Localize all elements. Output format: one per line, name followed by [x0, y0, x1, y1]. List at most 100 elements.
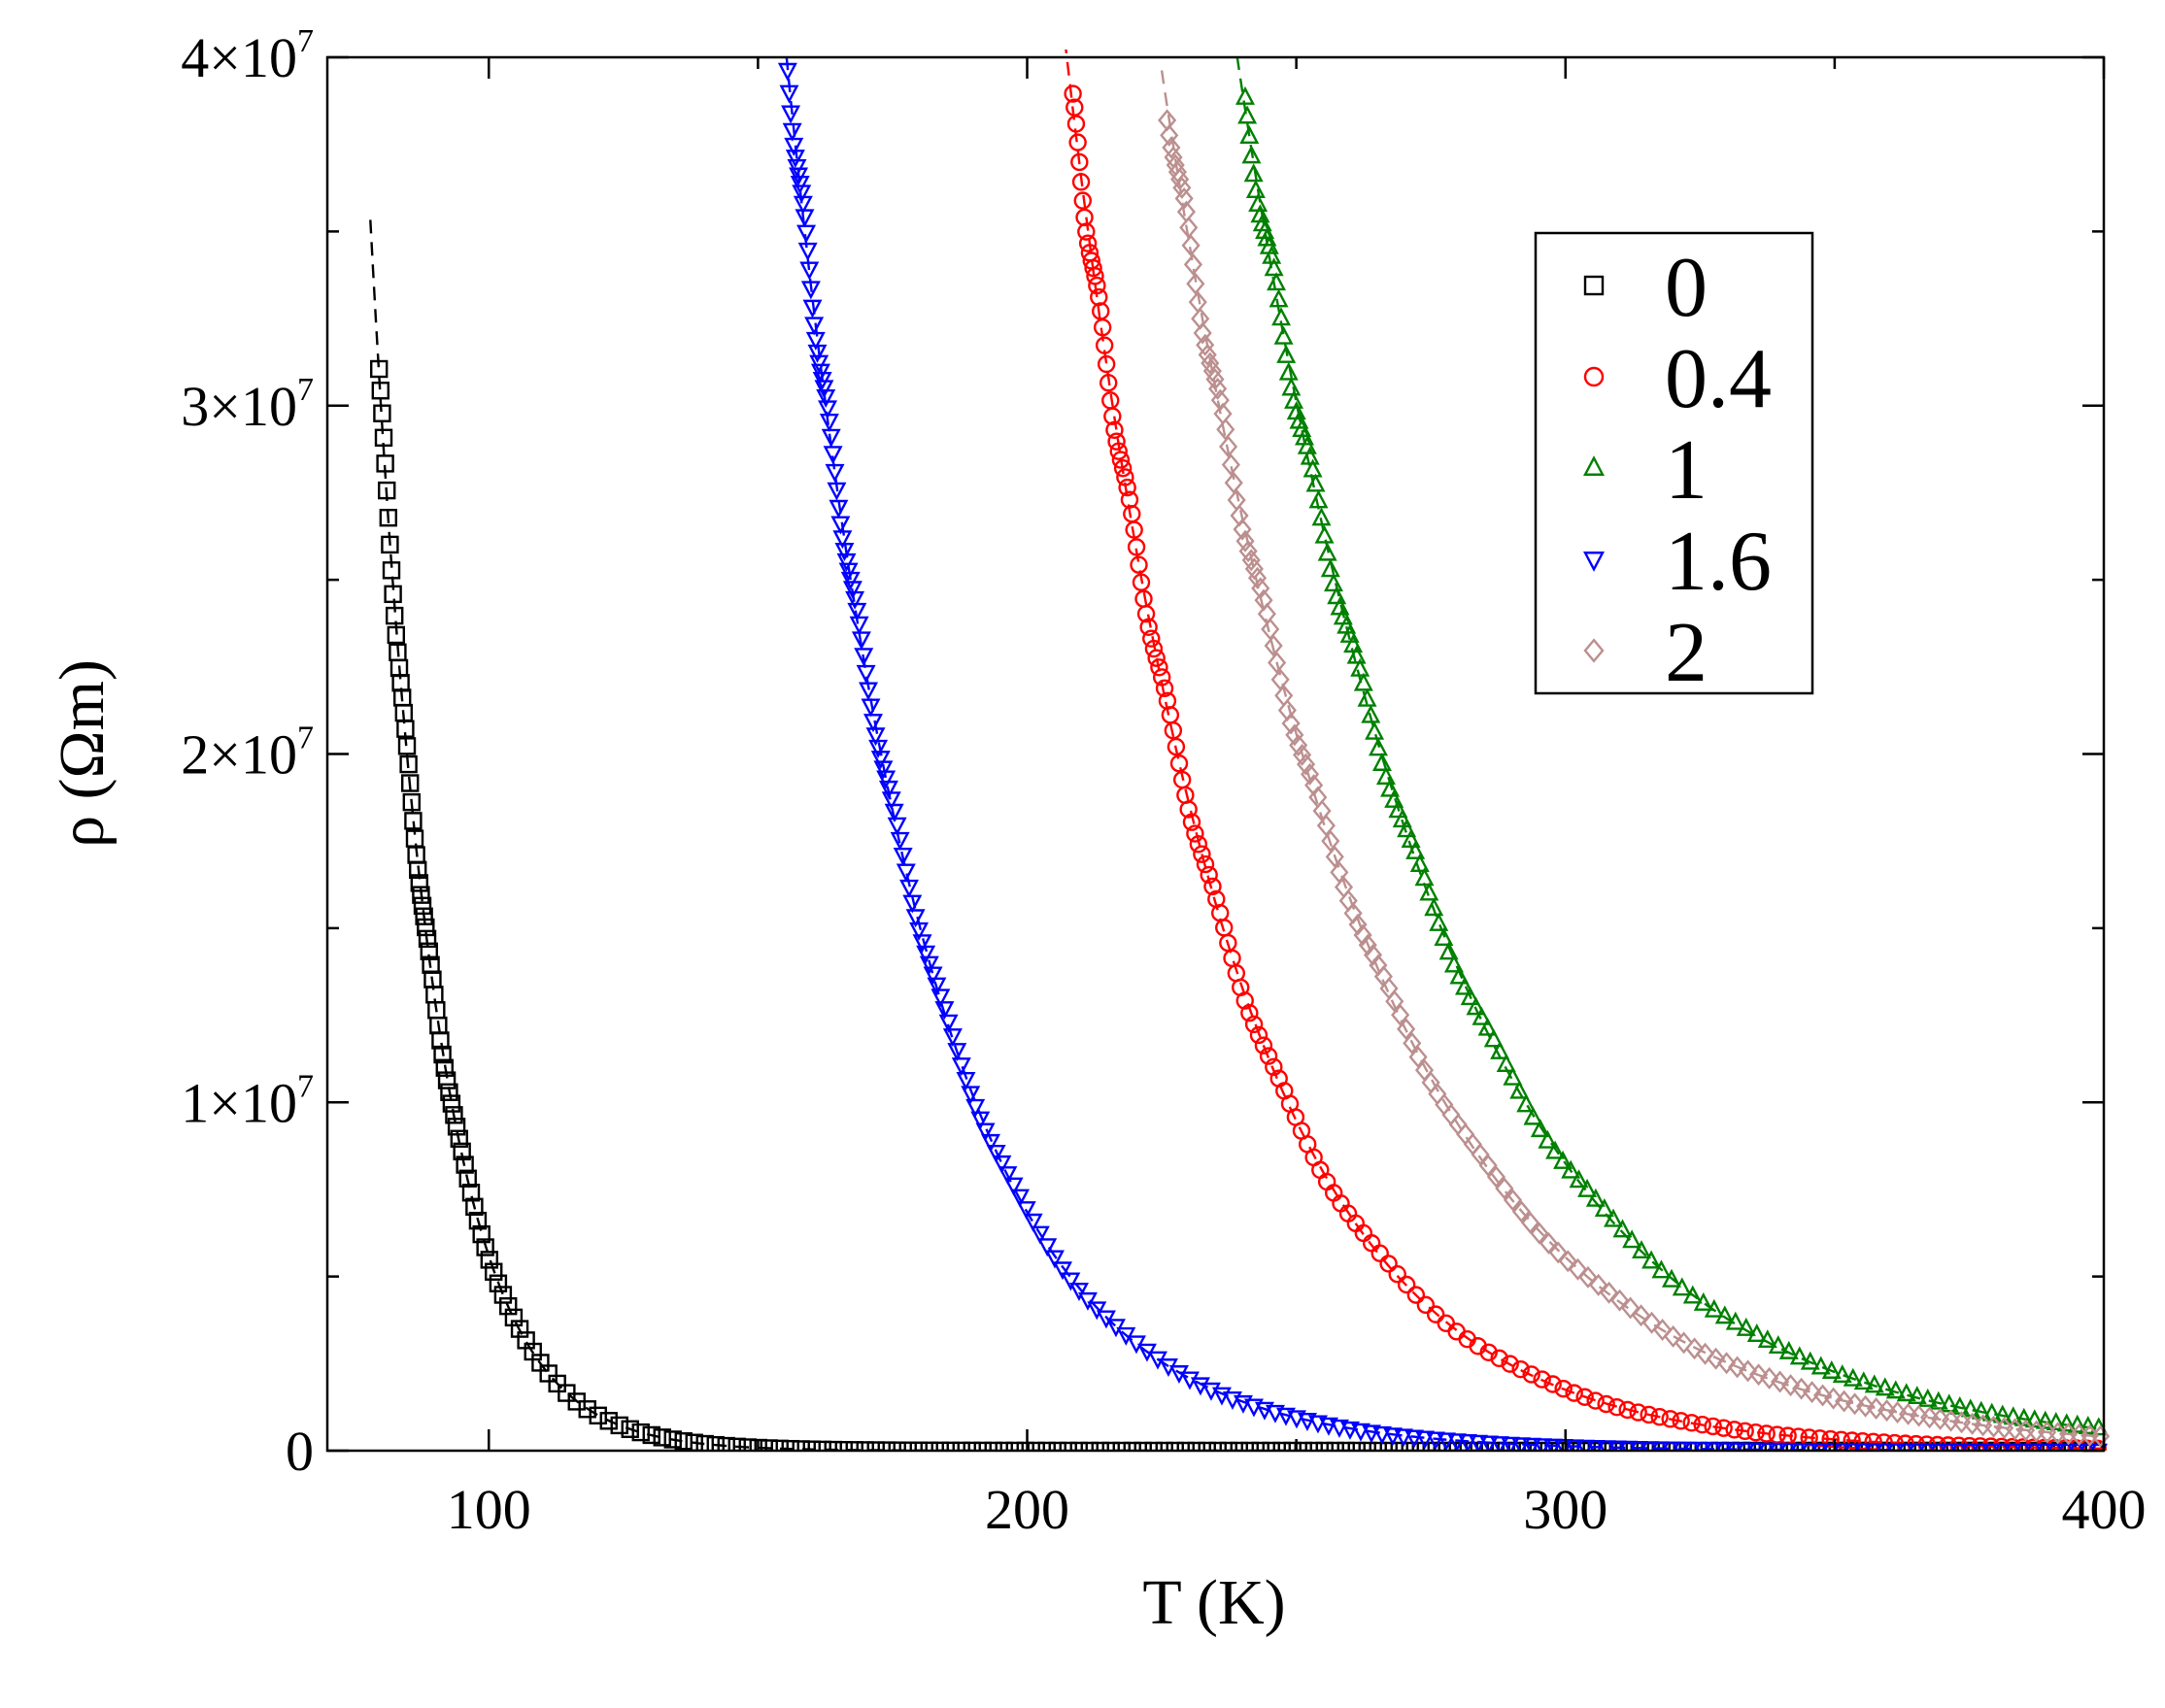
x-tick-label: 100 — [447, 1478, 531, 1541]
data-point — [1123, 505, 1141, 523]
data-point — [1884, 1443, 1905, 1451]
data-point — [1952, 1411, 1972, 1434]
data-point — [1607, 1397, 1626, 1417]
data-point — [2046, 1412, 2066, 1431]
data-point — [1281, 377, 1302, 396]
data-point — [1707, 1347, 1726, 1370]
data-point — [401, 774, 420, 792]
data-point — [396, 720, 415, 738]
data-point — [1460, 987, 1480, 1006]
data-point — [830, 516, 851, 535]
data-point — [1379, 1255, 1398, 1273]
data-point — [1353, 923, 1372, 947]
data-point — [1262, 245, 1282, 264]
data-point — [1446, 1433, 1467, 1451]
data-point — [1235, 85, 1255, 105]
data-point — [384, 585, 402, 604]
data-point — [376, 454, 394, 473]
data-point — [1068, 1282, 1089, 1301]
x-tick-label: 300 — [1523, 1478, 1607, 1541]
data-point — [1368, 737, 1388, 756]
data-point — [1155, 679, 1174, 698]
data-point — [1725, 1421, 1743, 1439]
data-point — [1271, 307, 1292, 326]
x-tick-label: 200 — [985, 1478, 1069, 1541]
data-point — [1429, 912, 1449, 931]
data-point — [402, 792, 422, 812]
data-point — [2055, 1443, 2076, 1451]
legend-label: 1.6 — [1665, 515, 1772, 609]
data-point — [1821, 1429, 1840, 1449]
data-point — [1267, 272, 1287, 291]
data-point — [1478, 1154, 1498, 1177]
data-point — [1682, 1285, 1703, 1304]
legend-entry: 0 — [1583, 241, 1708, 335]
data-point — [1425, 1431, 1445, 1451]
data-point — [1090, 287, 1108, 307]
data-point — [1348, 913, 1368, 936]
series-2 — [1158, 70, 2111, 1448]
data-point — [1403, 1031, 1422, 1055]
data-point — [2035, 1410, 2055, 1429]
data-point — [1172, 176, 1192, 199]
data-point — [1449, 965, 1470, 985]
data-point — [1500, 1436, 1520, 1451]
data-point — [1371, 752, 1392, 771]
x-tick-label: 400 — [2062, 1478, 2147, 1541]
data-point — [1174, 186, 1194, 210]
data-point — [804, 317, 825, 336]
data-point — [1193, 321, 1212, 345]
data-point — [781, 1439, 799, 1451]
data-point — [1928, 1390, 1948, 1410]
data-point — [1888, 1401, 1908, 1423]
data-point — [1685, 1337, 1705, 1360]
data-point — [1254, 1036, 1273, 1055]
data-point — [1874, 1443, 1894, 1451]
data-point — [1150, 658, 1168, 677]
data-point — [1252, 213, 1272, 232]
y-tick-label: 1×107 — [181, 1068, 314, 1134]
data-point — [1077, 1291, 1098, 1311]
data-point — [1070, 152, 1089, 172]
data-point — [1275, 1407, 1296, 1426]
data-point — [1235, 991, 1254, 1010]
data-point — [1419, 882, 1439, 901]
data-point — [870, 751, 891, 770]
legend-entry: 1 — [1583, 423, 1708, 518]
data-point — [1523, 1106, 1543, 1125]
data-point — [1219, 435, 1238, 458]
data-point — [1261, 618, 1280, 641]
legend-label: 0.4 — [1665, 332, 1772, 426]
data-point — [1416, 1295, 1436, 1315]
data-point — [1490, 1349, 1508, 1368]
data-point — [1735, 1442, 1755, 1451]
data-point — [1289, 734, 1308, 757]
data-point — [1586, 1391, 1605, 1410]
data-point — [485, 1262, 503, 1281]
data-point — [912, 934, 932, 954]
data-point — [1877, 1399, 1897, 1423]
data-point — [934, 1001, 955, 1021]
data-point — [992, 1155, 1012, 1174]
data-point — [1382, 1427, 1403, 1447]
data-point — [1216, 418, 1235, 441]
data-point — [1916, 1443, 1937, 1451]
data-point — [1612, 1219, 1633, 1238]
data-point — [418, 929, 437, 949]
data-point — [387, 625, 406, 645]
data-point — [378, 481, 396, 500]
data-point — [1885, 1433, 1904, 1451]
data-point — [1241, 549, 1261, 572]
data-point — [842, 581, 863, 600]
data-point — [382, 561, 401, 580]
data-point — [825, 463, 845, 483]
data-point — [2024, 1409, 2045, 1428]
data-point — [1343, 634, 1364, 653]
data-point — [1385, 989, 1404, 1013]
data-point — [816, 388, 836, 408]
data-point — [1097, 354, 1116, 374]
data-point — [1843, 1431, 1861, 1450]
data-point — [2013, 1443, 2033, 1451]
data-point — [1392, 809, 1412, 828]
data-point — [1053, 1261, 1072, 1281]
